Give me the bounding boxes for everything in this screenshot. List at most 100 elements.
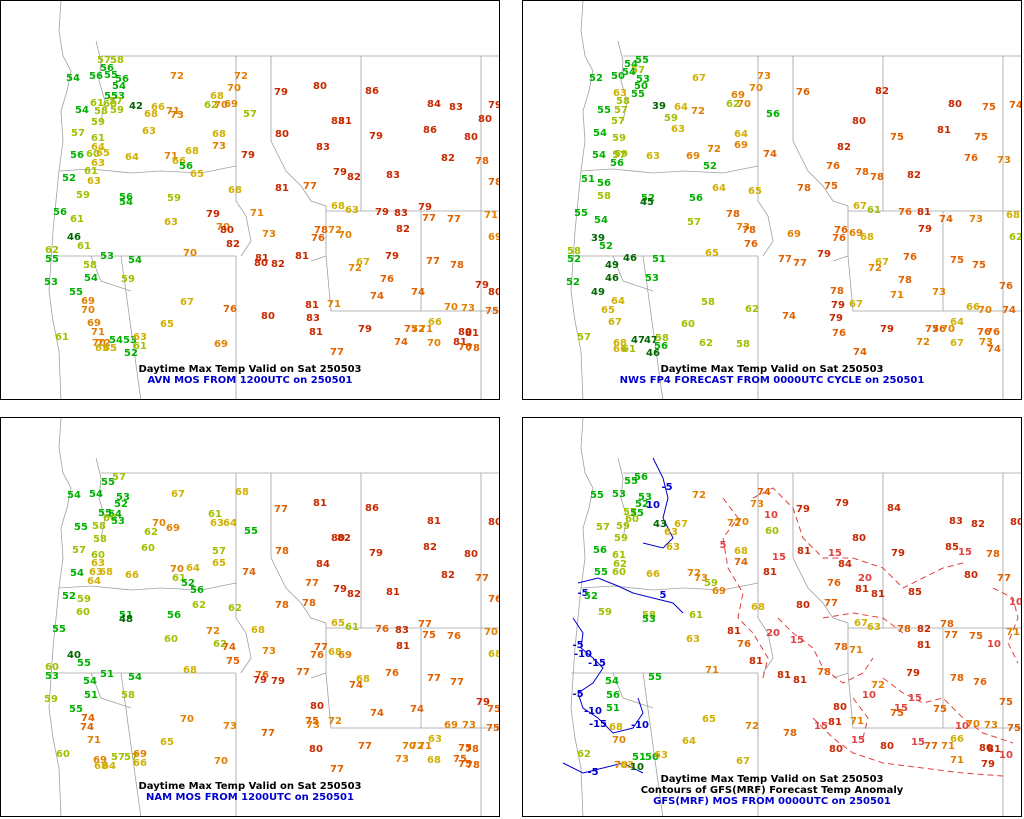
boundary-line (270, 473, 327, 624)
anomaly-label: 20 (858, 573, 872, 584)
station-temp: 73 (306, 720, 320, 731)
boundary-line (325, 255, 499, 312)
station-temp: 69 (444, 720, 458, 731)
station-temp: 72 (328, 225, 342, 236)
station-temp: 75 (485, 306, 499, 317)
station-temp: 81 (305, 300, 319, 311)
station-temp: 75 (487, 704, 500, 715)
station-temp: 73 (932, 287, 946, 298)
station-temp: 69 (214, 339, 228, 350)
caption-source: AVN MOS FROM 1200UTC on 250501 (147, 375, 353, 386)
anomaly-contour-positive (822, 612, 904, 634)
station-temp: 60 (681, 319, 695, 330)
station-temp: 78 (475, 156, 489, 167)
station-temp: 63 (91, 558, 105, 569)
map-panel-gfs: -5 10 5 -5 -5 -10 -15 -5 -10 -15 -10 -5 10 5 15 20 15 15 1… (522, 417, 1022, 817)
station-temp: 79 (829, 313, 843, 324)
station-temp: 54 (70, 568, 84, 579)
station-temp: 59 (44, 694, 58, 705)
station-temp: 76 (826, 161, 840, 172)
station-temp: 72 (97, 338, 111, 349)
station-temp: 61 (208, 509, 222, 520)
station-temp: 80 (275, 129, 289, 140)
anomaly-label: 15 (911, 737, 925, 748)
station-temp: 68 (183, 665, 197, 676)
station-temp: 69 (81, 296, 95, 307)
station-temp: 81 (275, 183, 289, 194)
anomaly-label: 10 (999, 750, 1013, 761)
station-temp: 70 (978, 305, 992, 316)
station-temp: 54 (75, 105, 89, 116)
station-temp: 63 (654, 750, 668, 761)
station-temp: 49 (605, 260, 619, 271)
station-temp: 81 (797, 546, 811, 557)
station-temp: 61 (90, 98, 104, 109)
station-temp: 58 (92, 521, 106, 532)
anomaly-label: 10 (987, 639, 1001, 650)
station-temp: 52 (124, 348, 138, 359)
boundary-line (325, 672, 499, 729)
station-temp: 60 (86, 149, 100, 160)
anomaly-label: 15 (958, 547, 972, 558)
station-temp: 59 (121, 274, 135, 285)
caption-title: Daytime Max Temp Valid on Sat 250503 (138, 364, 362, 375)
station-temp: 52 (703, 161, 717, 172)
station-temp: 77 (330, 764, 344, 775)
station-temp: 62 (699, 338, 713, 349)
station-temp: 81 (396, 641, 410, 652)
station-temp: 65 (212, 558, 226, 569)
station-temp: 80 (488, 517, 500, 528)
station-temp: 58 (642, 610, 656, 621)
station-temp: 68 (613, 338, 627, 349)
station-temp: 81 (727, 626, 741, 637)
station-temp: 75 (404, 324, 418, 335)
station-temp: 75 (974, 132, 988, 143)
map-panel-avn: 57 58 56 55 54 56 56 54 55 53 60 57 61 42 59 54 58 59 72 66… (0, 0, 500, 400)
station-temp: 79 (831, 300, 845, 311)
station-temp: 72 (691, 106, 705, 117)
station-temp: 81 (338, 116, 352, 127)
station-temp: 60 (103, 99, 117, 110)
station-temp: 61 (77, 241, 91, 252)
station-temp: 57 (111, 752, 125, 763)
station-temp: 70 (749, 83, 763, 94)
anomaly-label: -5 (577, 588, 588, 599)
station-temp: 66 (125, 570, 139, 581)
station-temp: 75 (305, 716, 319, 727)
station-temp: 77 (824, 598, 838, 609)
station-temp: 82 (971, 519, 985, 530)
station-temp: 57 (109, 96, 123, 107)
station-temp: 56 (53, 207, 67, 218)
station-temp: 53 (612, 489, 626, 500)
station-temp: 81 (313, 498, 327, 509)
station-temp: 70 (737, 99, 751, 110)
station-temp: 69 (787, 229, 801, 240)
station-temp: 76 (488, 594, 500, 605)
station-temp: 55 (77, 658, 91, 669)
station-temp: 56 (766, 109, 780, 120)
caption-source: NWS FP4 FORECAST FROM 0000UTC CYCLE on 2… (619, 375, 925, 386)
station-temp: 76 (310, 650, 324, 661)
station-temp: 78 (830, 286, 844, 297)
station-temp: 79 (418, 202, 432, 213)
station-temp: 74 (782, 311, 796, 322)
station-temp: 52 (589, 73, 603, 84)
station-temp: 80 (852, 116, 866, 127)
station-temp: 63 (428, 734, 442, 745)
station-temp: 46 (646, 348, 660, 359)
station-temp: 75 (950, 255, 964, 266)
station-temp: 79 (369, 131, 383, 142)
station-temp: 46 (605, 273, 619, 284)
station-temp: 53 (100, 251, 114, 262)
anomaly-label: 15 (772, 552, 786, 563)
station-temp: 61 (55, 332, 69, 343)
panel-caption: Daytime Max Temp Valid on Sat 250503 AVN… (1, 364, 499, 386)
station-temp: 72 (692, 490, 706, 501)
station-temp: 76 (964, 153, 978, 164)
station-temp: 63 (210, 518, 224, 529)
station-temp: 75 (969, 631, 983, 642)
station-temp: 83 (394, 208, 408, 219)
state-boundaries (570, 1, 1021, 399)
